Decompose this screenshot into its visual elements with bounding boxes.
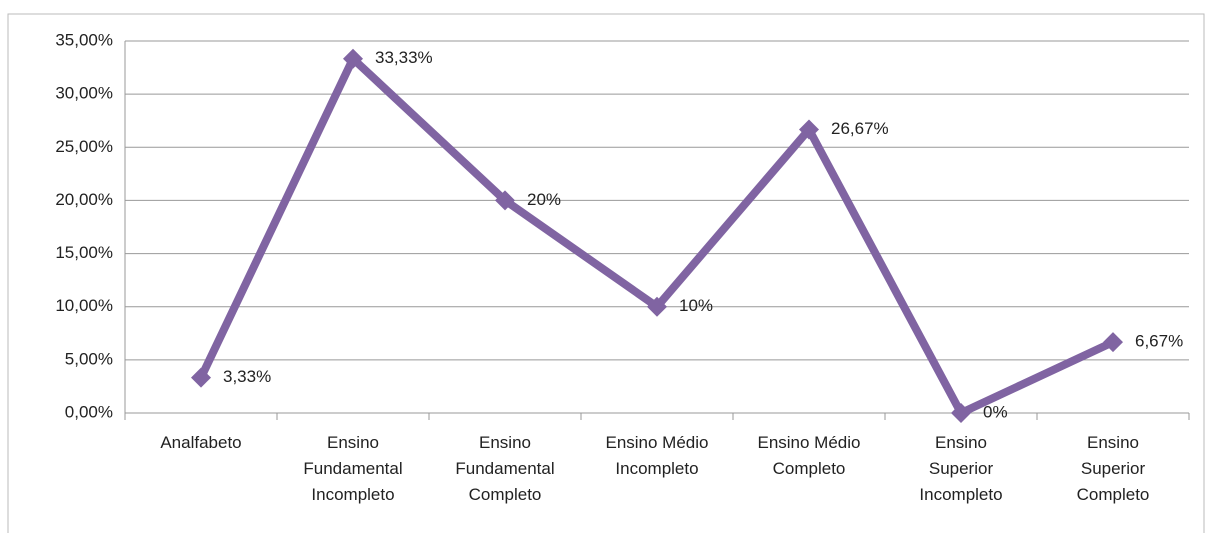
y-tick-label: 30,00% [55,84,113,103]
data-label: 26,67% [831,119,889,138]
data-label: 10% [679,296,713,315]
y-tick-label: 15,00% [55,243,113,262]
data-label: 33,33% [375,48,433,67]
x-tick-label: Ensino Superior Completo [1076,433,1150,504]
y-tick-label: 0,00% [65,402,113,421]
x-tick-label: Analfabeto [160,433,242,452]
marker [495,190,515,211]
data-label: 0% [983,402,1008,421]
marker [647,296,667,317]
data-label: 3,33% [223,367,271,386]
marker [799,119,819,140]
y-tick-label: 5,00% [65,349,113,368]
x-tick-label: Ensino Médio Incompleto [605,433,709,478]
x-tick-label: Ensino Médio Completo [757,433,861,478]
x-tick-label: Ensino Fundamental Completo [455,433,555,504]
chart-border [7,13,1205,533]
marker [951,403,971,423]
data-label: 20% [527,190,561,209]
data-label: 6,67% [1135,332,1183,351]
y-tick-label: 20,00% [55,190,113,209]
y-tick-label: 25,00% [55,137,113,156]
y-tick-label: 10,00% [55,296,113,315]
x-tick-label: Ensino Superior Incompleto [919,433,1003,504]
y-tick-label: 35,00% [55,30,113,49]
x-tick-label: Ensino Fundamental Incompleto [303,433,403,504]
marker [343,48,363,69]
marker [1103,332,1123,353]
marker [191,367,211,388]
